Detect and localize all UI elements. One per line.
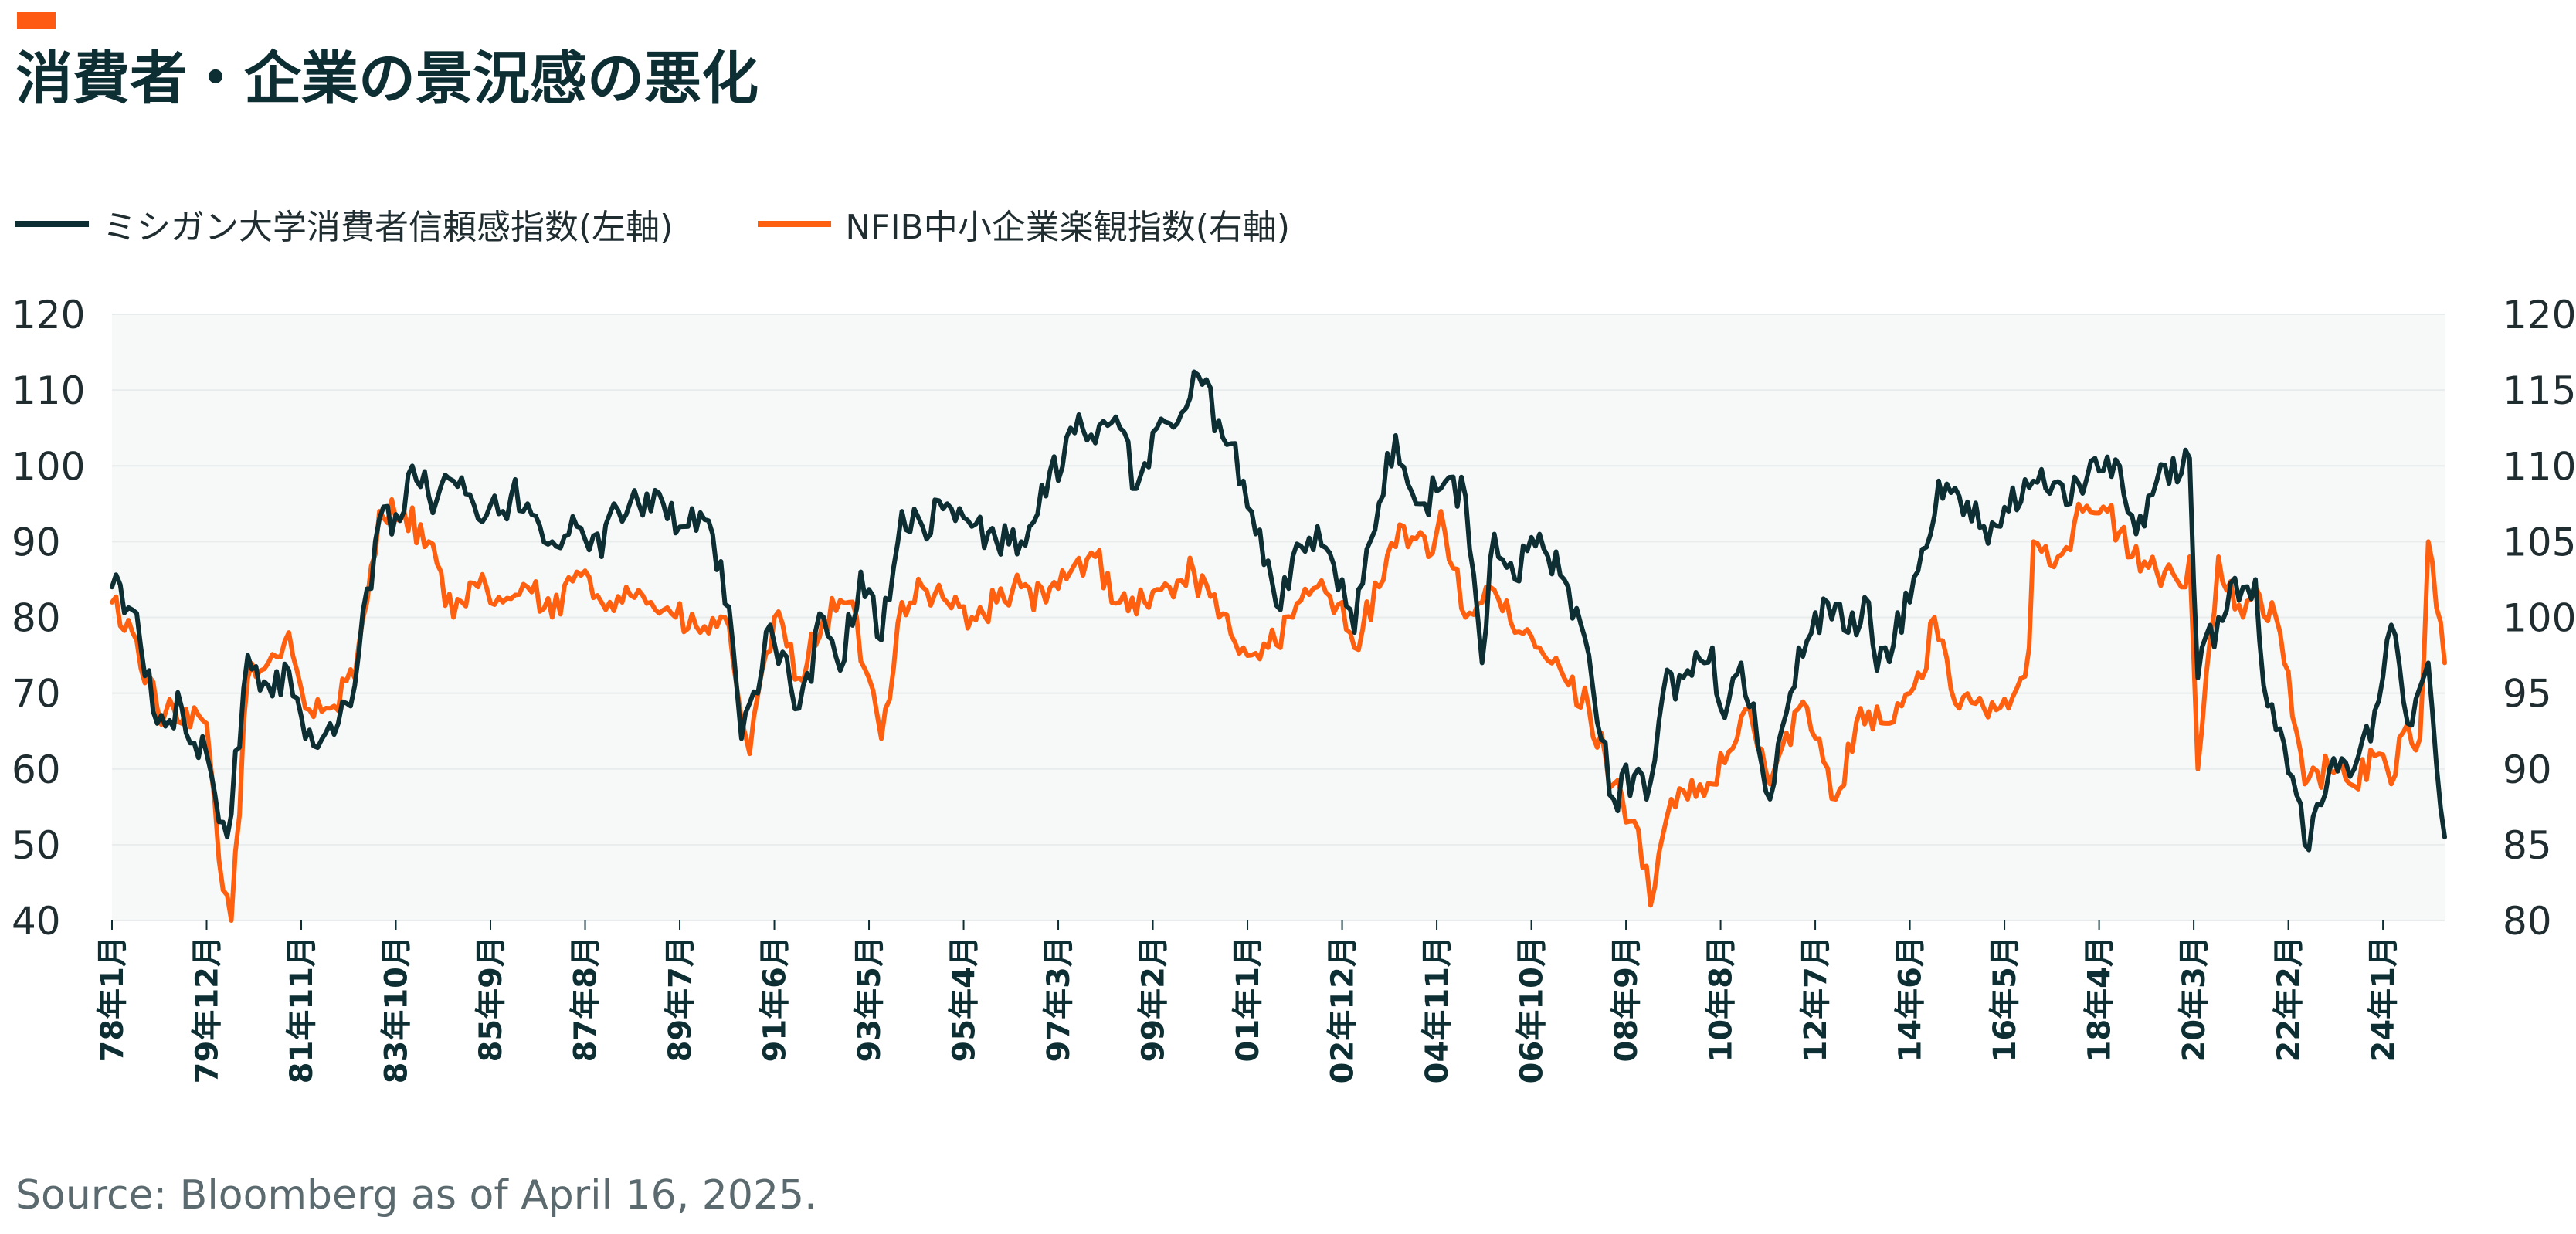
x-tick-label: 02年12月 <box>1325 936 1361 1083</box>
y-left-tick-label: 60 <box>12 748 61 792</box>
series-line-nfib <box>110 497 2447 923</box>
y-left-tick-label: 100 <box>12 444 85 489</box>
x-tick-label: 08年9月 <box>1609 936 1644 1063</box>
x-tick-label: 85年9月 <box>473 936 509 1063</box>
x-tick-label: 10年8月 <box>1704 936 1739 1063</box>
x-tick-label: 14年6月 <box>1893 936 1929 1063</box>
title-accent-bar <box>17 12 56 29</box>
x-tick-label: 81年11月 <box>284 936 320 1083</box>
x-tick-label: 24年1月 <box>2366 936 2401 1063</box>
y-right-tick-label: 95 <box>2503 672 2552 717</box>
legend-label-nfib: NFIB中小企業楽観指数(右軸) <box>845 208 1291 247</box>
source-note: Source: Bloomberg as of April 16, 2025. <box>15 1172 817 1219</box>
x-tick-label: 93年5月 <box>852 936 888 1063</box>
y-left-tick-label: 40 <box>12 899 61 944</box>
legend-item-michigan: ミシガン大学消費者信頼感指数(左軸) <box>15 199 673 249</box>
chart-title: 消費者・企業の景況感の悪化 <box>15 46 759 112</box>
x-tick-label: 01年1月 <box>1230 936 1266 1063</box>
x-tick-label: 89年7月 <box>663 936 698 1063</box>
x-tick-label: 83年10月 <box>379 936 415 1083</box>
x-tick-label: 91年6月 <box>758 936 793 1063</box>
right-axis: 120 115 110 105 100 95 90 85 80 <box>2503 293 2576 944</box>
y-left-tick-label: 50 <box>12 823 61 868</box>
x-axis: 78年1月 79年12月 81年11月 83年10月 85年9月 87年8月 89年7月 91… <box>95 920 2401 1083</box>
legend: ミシガン大学消費者信頼感指数(左軸) NFIB中小企業楽観指数(右軸) <box>15 197 1375 251</box>
y-left-tick-label: 80 <box>12 596 61 641</box>
x-tick-label: 04年11月 <box>1420 936 1455 1083</box>
y-left-tick-label: 110 <box>12 368 85 413</box>
y-right-tick-label: 115 <box>2503 368 2576 413</box>
left-axis: 120 110 100 90 80 70 60 50 40 <box>12 293 85 944</box>
x-tick-label: 20年3月 <box>2177 936 2212 1063</box>
y-right-tick-label: 120 <box>2503 293 2576 337</box>
legend-swatch-nfib <box>758 221 832 227</box>
y-right-tick-label: 85 <box>2503 823 2552 868</box>
y-left-tick-label: 120 <box>12 293 85 337</box>
y-right-tick-label: 80 <box>2503 899 2552 944</box>
x-tick-label: 99年2月 <box>1136 936 1172 1063</box>
x-tick-label: 79年12月 <box>190 936 226 1083</box>
series-lines <box>110 369 2447 923</box>
y-right-tick-label: 105 <box>2503 520 2576 564</box>
legend-item-nfib: NFIB中小企業楽観指数(右軸) <box>758 199 1290 249</box>
legend-swatch-michigan <box>15 221 89 227</box>
x-tick-label: 87年8月 <box>568 936 604 1063</box>
gridlines <box>112 314 2445 921</box>
legend-label-michigan: ミシガン大学消費者信頼感指数(左軸) <box>103 208 674 247</box>
x-tick-label: 16年5月 <box>1987 936 2023 1063</box>
series-line-michigan <box>110 369 2447 853</box>
x-tick-label: 18年4月 <box>2082 936 2118 1063</box>
x-tick-label: 95年4月 <box>947 936 983 1063</box>
y-right-tick-label: 100 <box>2503 596 2576 641</box>
y-left-tick-label: 70 <box>12 672 61 717</box>
x-tick-label: 78年1月 <box>95 936 131 1063</box>
line-chart: 120 110 100 90 80 70 60 50 40 120 115 110 105 100 95 9… <box>12 293 2576 1083</box>
x-tick-label: 97年3月 <box>1041 936 1077 1063</box>
x-tick-label: 06年10月 <box>1515 936 1550 1083</box>
y-right-tick-label: 110 <box>2503 444 2576 489</box>
x-tick-label: 22年2月 <box>2272 936 2307 1063</box>
y-right-tick-label: 90 <box>2503 748 2552 792</box>
x-tick-label: 12年7月 <box>1798 936 1834 1063</box>
y-left-tick-label: 90 <box>12 520 61 564</box>
